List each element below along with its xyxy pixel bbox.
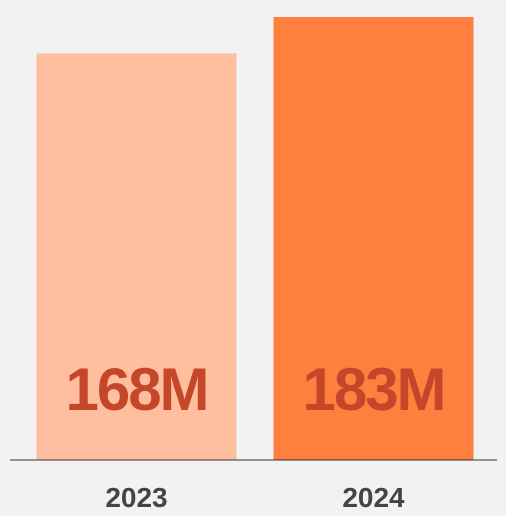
x-tick-label: 2023 <box>105 482 167 513</box>
x-tick-label: 2024 <box>342 482 405 513</box>
bar <box>273 17 474 460</box>
value-label: 168M <box>65 356 207 423</box>
bar <box>36 53 237 461</box>
value-label: 183M <box>302 356 444 423</box>
